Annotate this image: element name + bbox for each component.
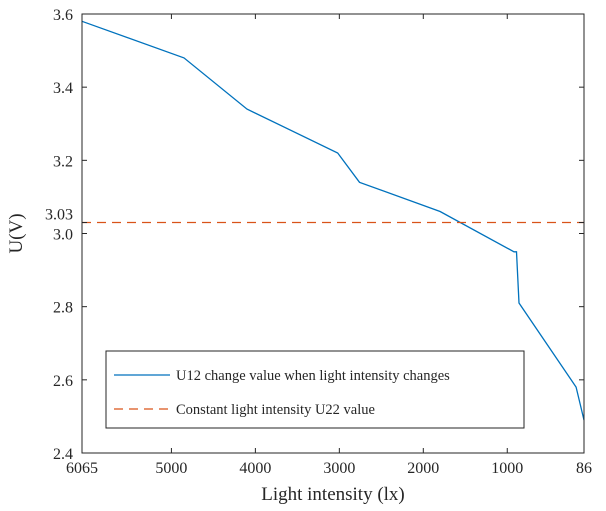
y-tick-label: 3.0 [53,227,73,244]
x-tick-label: 4000 [239,460,271,477]
y-tick-label: 2.8 [53,300,73,317]
y-tick-label: 3.6 [53,7,73,24]
axis-ticks: 6065 5000 4000 3000 2000 1000 86 2.4 2.6 2.8 3.0 3.… [45,7,592,477]
x-tick-label: 5000 [155,460,187,477]
y-tick-label: 2.6 [53,373,73,390]
y-tick-label: 3.03 [45,207,73,224]
legend-label-series-2: Constant light intensity U22 value [176,402,375,418]
axes-frame [81,13,585,454]
series-line-1 [81,20,585,421]
y-tick-label: 2.4 [53,446,73,463]
legend-label-series-1: U12 change value when light intensity ch… [176,368,450,384]
y-tick-label: 3.4 [53,80,73,97]
y-axis-title: U(V) [6,213,27,253]
x-tick-label: 1000 [491,460,523,477]
y-tick-label: 3.2 [53,153,73,170]
x-axis-title: Light intensity (lx) [261,484,405,505]
axes-box [81,13,585,454]
legend: U12 change value when light intensity ch… [105,350,525,429]
legend-box [105,350,525,429]
x-tick-label: 2000 [407,460,439,477]
plot-area [81,20,585,421]
x-tick-label: 6065 [66,460,98,477]
x-tick-label: 86 [576,460,592,477]
x-tick-label: 3000 [323,460,355,477]
